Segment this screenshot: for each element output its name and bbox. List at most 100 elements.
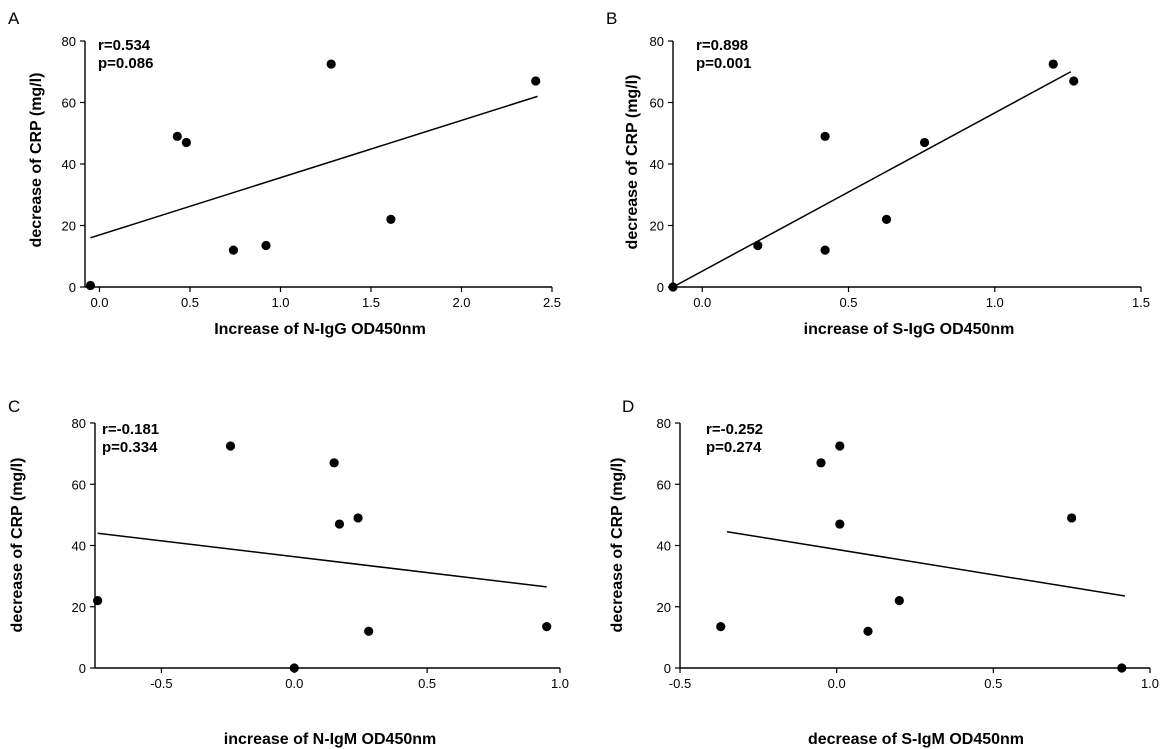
x-axis-label: Increase of N-IgG OD450nm bbox=[214, 321, 426, 338]
data-point bbox=[820, 245, 830, 255]
data-point bbox=[326, 59, 336, 69]
data-point bbox=[1117, 663, 1127, 673]
x-axis-label: increase of S-IgG OD450nm bbox=[804, 321, 1015, 338]
regression-line bbox=[672, 71, 1072, 288]
data-point bbox=[386, 214, 396, 224]
x-tick-label: 0.5 bbox=[839, 295, 857, 310]
data-point bbox=[835, 441, 845, 451]
data-point bbox=[228, 245, 239, 255]
x-tick-label: 2.0 bbox=[452, 295, 470, 310]
data-point bbox=[329, 458, 339, 468]
data-point bbox=[753, 240, 763, 251]
data-point bbox=[816, 458, 826, 468]
panel-d: D r=-0.252 p=0.274 decrease of S-IgM OD4… bbox=[609, 397, 1159, 748]
axes bbox=[84, 41, 552, 288]
data-point bbox=[353, 513, 363, 523]
panel-a: A r=0.534 p=0.086 Increase of N-IgG OD45… bbox=[8, 9, 561, 338]
regression-line bbox=[726, 530, 1126, 597]
y-tick-label: 80 bbox=[657, 416, 671, 431]
data-point bbox=[93, 596, 103, 606]
y-tick-label: 60 bbox=[650, 96, 664, 111]
panel-letter: A bbox=[8, 9, 20, 28]
data-point bbox=[1069, 76, 1079, 86]
y-tick-label: 20 bbox=[72, 600, 86, 615]
data-point bbox=[881, 214, 892, 224]
y-tick-label: 40 bbox=[72, 539, 86, 554]
x-tick-label: 0.0 bbox=[285, 676, 303, 691]
x-tick-label: 1.5 bbox=[1132, 295, 1150, 310]
fit-line bbox=[97, 532, 547, 588]
p-value-annotation: p=0.001 bbox=[696, 55, 751, 72]
p-value-annotation: p=0.086 bbox=[98, 55, 153, 72]
data-point bbox=[172, 131, 182, 141]
regression-line bbox=[97, 532, 547, 588]
x-tick-label: 0.5 bbox=[984, 676, 1002, 691]
data-point bbox=[1067, 513, 1077, 523]
y-tick-label: 0 bbox=[664, 661, 671, 676]
y-tick-label: 0 bbox=[79, 661, 86, 676]
r-value-annotation: r=-0.181 bbox=[102, 421, 159, 438]
r-value-annotation: r=0.534 bbox=[98, 37, 151, 54]
x-tick-label: -0.5 bbox=[150, 676, 172, 691]
tick-marks: 0.0 0.5 1.0 1.5 2.0 2.5 0 20 40 60 80 bbox=[62, 34, 562, 310]
data-point bbox=[225, 441, 236, 451]
panel-b: B r=0.898 p=0.001 increase of S-IgG OD45… bbox=[606, 9, 1150, 338]
axes bbox=[94, 423, 560, 669]
panel-letter: B bbox=[606, 9, 617, 28]
y-axis-label: decrease of CRP (mg/l) bbox=[624, 75, 641, 250]
y-tick-label: 40 bbox=[657, 539, 671, 554]
y-tick-label: 60 bbox=[62, 96, 76, 111]
y-axis-label: decrease of CRP (mg/l) bbox=[9, 458, 26, 633]
tick-marks: 0.0 0.5 1.0 1.5 0 20 40 60 80 bbox=[650, 34, 1151, 310]
r-value-annotation: r=0.898 bbox=[696, 37, 748, 54]
regression-line bbox=[90, 95, 538, 239]
x-axis-label: increase of N-IgM OD450nm bbox=[224, 731, 437, 748]
y-tick-label: 40 bbox=[650, 157, 664, 172]
fit-line bbox=[672, 71, 1072, 288]
data-points bbox=[668, 59, 1079, 292]
y-tick-label: 20 bbox=[62, 219, 76, 234]
x-tick-label: 1.0 bbox=[551, 676, 569, 691]
x-tick-label: 1.0 bbox=[271, 295, 289, 310]
data-point bbox=[863, 626, 873, 636]
data-point bbox=[1048, 59, 1058, 69]
y-tick-label: 20 bbox=[650, 219, 664, 234]
y-axis-label: decrease of CRP (mg/l) bbox=[609, 458, 626, 633]
x-tick-label: 1.0 bbox=[986, 295, 1004, 310]
data-point bbox=[364, 626, 374, 636]
x-tick-label: 0.0 bbox=[90, 295, 108, 310]
panel-c: C r=-0.181 p=0.334 increase of N-IgM OD4… bbox=[8, 397, 569, 748]
fit-line bbox=[90, 95, 538, 239]
panel-letter: C bbox=[8, 397, 20, 416]
x-tick-label: 0.0 bbox=[693, 295, 711, 310]
data-point bbox=[835, 519, 845, 529]
data-point bbox=[668, 282, 678, 292]
y-tick-label: 20 bbox=[657, 600, 671, 615]
data-point bbox=[531, 76, 541, 86]
y-axis-label: decrease of CRP (mg/l) bbox=[28, 73, 45, 248]
x-axis-label: decrease of S-IgM OD450nm bbox=[808, 731, 1024, 748]
y-tick-label: 60 bbox=[657, 477, 671, 492]
data-points bbox=[716, 441, 1127, 673]
data-points bbox=[85, 59, 541, 291]
y-tick-label: 0 bbox=[657, 280, 664, 295]
data-points bbox=[93, 441, 552, 673]
data-point bbox=[334, 519, 345, 529]
x-tick-label: 1.5 bbox=[362, 295, 380, 310]
data-point bbox=[181, 137, 191, 148]
y-tick-label: 60 bbox=[72, 477, 86, 492]
y-tick-label: 80 bbox=[72, 416, 86, 431]
data-point bbox=[894, 596, 904, 606]
x-tick-label: 1.0 bbox=[1141, 676, 1159, 691]
data-point bbox=[542, 622, 552, 632]
tick-marks: -0.5 0.0 0.5 1.0 0 20 40 60 80 bbox=[72, 416, 570, 691]
x-tick-label: 0.5 bbox=[181, 295, 199, 310]
y-tick-label: 0 bbox=[69, 280, 76, 295]
x-tick-label: 0.5 bbox=[418, 676, 436, 691]
data-point bbox=[261, 240, 271, 251]
p-value-annotation: p=0.334 bbox=[102, 439, 158, 456]
fit-line bbox=[726, 530, 1126, 597]
data-point bbox=[289, 663, 299, 673]
data-point bbox=[820, 131, 830, 141]
